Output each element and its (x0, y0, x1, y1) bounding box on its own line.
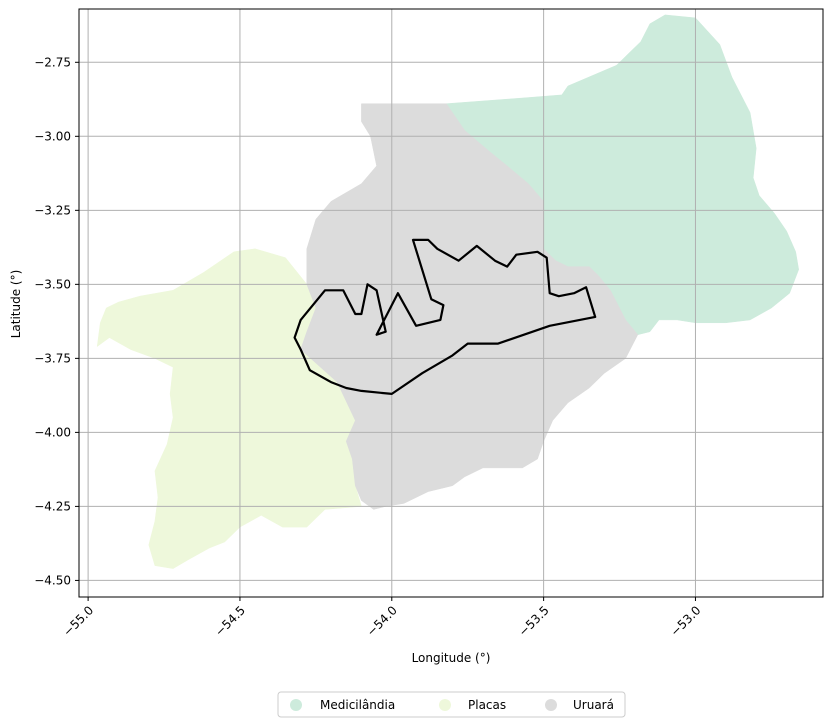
y-tick-label: −3.75 (34, 351, 71, 365)
legend-marker-medicilandia (290, 699, 302, 711)
region-layer (96, 14, 799, 569)
x-tick-label: −53.5 (516, 603, 552, 639)
legend: Medicilândia Placas Uruará (277, 691, 626, 718)
y-tick-label: −4.00 (34, 425, 71, 439)
x-tick-label: −54.0 (364, 603, 400, 639)
legend-label-medicilandia: Medicilândia (320, 698, 395, 712)
x-tick-label: −54.5 (212, 603, 248, 639)
legend-marker-placas (439, 699, 451, 711)
y-tick-label: −3.25 (34, 203, 71, 217)
region-uruara (300, 103, 639, 510)
legend-label-placas: Placas (468, 698, 506, 712)
highlighted-area-outline (293, 238, 597, 395)
grid-layer (79, 9, 823, 597)
plot-frame (78, 8, 824, 598)
highlight-layer (293, 238, 597, 395)
y-tick-label: −4.25 (34, 499, 71, 513)
legend-label-uruara: Uruará (573, 698, 614, 712)
y-tick-label: −2.75 (34, 55, 71, 69)
y-tick-label: −4.50 (34, 573, 71, 587)
legend-marker-uruara (545, 699, 557, 711)
x-tick-label: −53.0 (668, 603, 704, 639)
legend-frame (277, 691, 626, 718)
y-tick-label: −3.50 (34, 277, 71, 291)
y-axis-title: Latitude (°) (9, 270, 23, 339)
x-axis-title: Longitude (°) (412, 651, 491, 665)
y-tick-label: −3.00 (34, 129, 71, 143)
x-tick-layer: −55.0 −54.5 −54.0 −53.5 −53.0 (60, 597, 704, 639)
x-tick-label: −55.0 (60, 603, 96, 639)
y-tick-layer: −2.75 −3.00 −3.25 −3.50 −3.75 −4.00 −4.25 −4.50 (34, 55, 79, 587)
